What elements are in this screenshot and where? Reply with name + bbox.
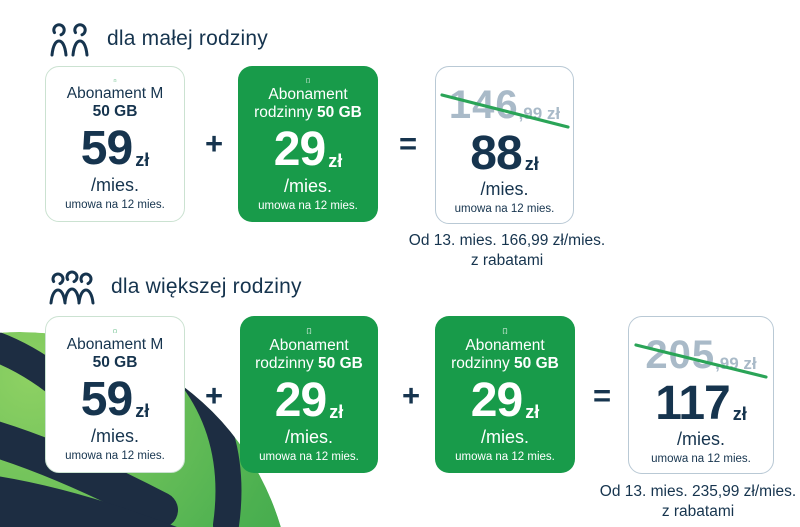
plan-price: 29 zł <box>470 374 540 428</box>
phone-icon <box>113 79 117 83</box>
plan-price: 29 zł <box>274 374 344 428</box>
plan-title: Abonament M 50 GB <box>66 336 164 372</box>
plan-contract: umowa na 12 mies. <box>455 450 555 463</box>
plan-card-abonament-m[interactable]: Abonament M 50 GB 59 zł /mies. umowa na … <box>45 66 185 222</box>
plan-price: 29 zł <box>273 123 343 177</box>
plan-price: 59 zł <box>80 373 150 427</box>
plan-card-rodzinny[interactable]: Abonament rodzinny 50 GB 29 zł /mies. um… <box>238 66 378 222</box>
plan-card-abonament-m[interactable]: Abonament M 50 GB 59 zł /mies. umowa na … <box>45 316 185 473</box>
plan-title: Abonament rodzinny 50 GB <box>254 86 362 122</box>
plan-price: 59 zł <box>80 122 150 176</box>
plan-title: Abonament M 50 GB <box>66 85 164 121</box>
equals-operator: = <box>592 378 612 413</box>
plan-contract: umowa na 12 mies. <box>258 199 358 212</box>
section-small-family-title: dla małej rodziny <box>107 27 268 50</box>
plan-title: Abonament rodzinny 50 GB <box>255 337 363 373</box>
old-price-crossed: 146 ,99 zł <box>439 85 570 129</box>
three-people-icon <box>49 270 95 305</box>
footnote-small-family: Od 13. mies. 166,99 zł/mies. z rabatami <box>408 232 606 270</box>
plan-title: Abonament rodzinny 50 GB <box>451 337 559 373</box>
plan-period: /mies. <box>90 425 139 446</box>
phone-icon <box>502 328 508 335</box>
plus-operator: + <box>204 378 224 413</box>
equals-operator: = <box>398 126 418 161</box>
plan-period: /mies. <box>283 175 332 196</box>
phone-icon <box>306 328 312 335</box>
section-large-family-header: dla większej rodziny <box>48 268 302 306</box>
section-small-family-header: dla małej rodziny <box>48 20 268 58</box>
plan-contract: umowa na 12 mies. <box>65 198 165 211</box>
footnote-large-family: Od 13. mies. 235,99 zł/mies. z rabatami <box>599 483 797 521</box>
result-contract: umowa na 12 mies. <box>651 452 751 465</box>
result-price: 88 zł <box>470 126 539 180</box>
plus-operator: + <box>204 126 224 161</box>
plan-period: /mies. <box>480 426 529 447</box>
old-price-crossed: 205 ,99 zł <box>634 335 768 379</box>
result-contract: umowa na 12 mies. <box>454 202 555 215</box>
plan-card-rodzinny-2[interactable]: Abonament rodzinny 50 GB 29 zł /mies. um… <box>435 316 575 473</box>
section-large-family-title: dla większej rodziny <box>111 275 302 298</box>
plan-period: /mies. <box>284 426 333 447</box>
result-price: 117 zł <box>655 376 747 430</box>
result-period: /mies. <box>480 178 529 199</box>
plan-period: /mies. <box>90 174 139 195</box>
plan-contract: umowa na 12 mies. <box>259 450 359 463</box>
result-card-small[interactable]: 146 ,99 zł 88 zł /mies. umowa na 12 mies… <box>435 66 574 224</box>
phone-icon <box>306 78 310 84</box>
plus-operator: + <box>401 378 421 413</box>
phone-icon <box>113 329 117 334</box>
two-people-icon <box>50 23 89 57</box>
plan-contract: umowa na 12 mies. <box>65 449 165 462</box>
result-period: /mies. <box>676 428 725 449</box>
result-card-large[interactable]: 205 ,99 zł 117 zł /mies. umowa na 12 mie… <box>628 316 774 474</box>
plan-card-rodzinny-1[interactable]: Abonament rodzinny 50 GB 29 zł /mies. um… <box>240 316 378 473</box>
